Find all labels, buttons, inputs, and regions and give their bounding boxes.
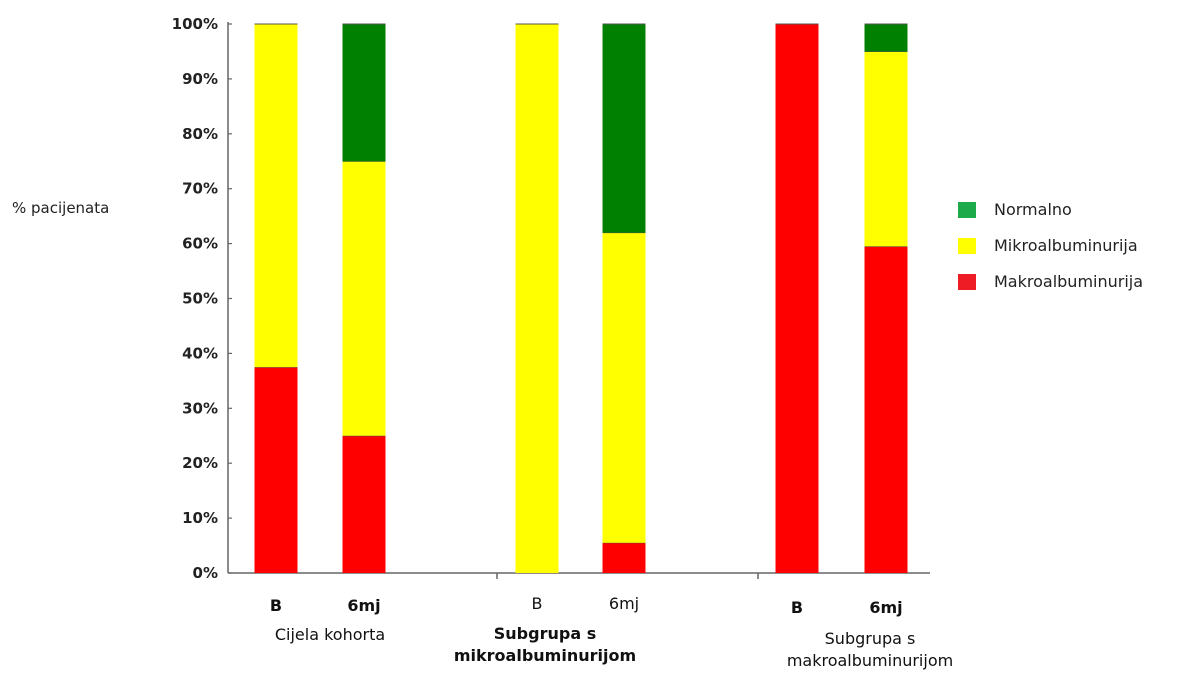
chart-axes xyxy=(227,22,930,579)
legend-label: Mikroalbuminurija xyxy=(994,236,1138,255)
x-category-label: B xyxy=(531,594,543,613)
chart-bars xyxy=(254,23,908,573)
x-group-label: Subgrupa s mikroalbuminurijom xyxy=(445,623,645,667)
bar-segment-normalno xyxy=(342,24,386,162)
bar-segment-makroalbuminurija xyxy=(775,24,819,573)
bar-segment-mikroalbuminurija xyxy=(342,161,386,436)
y-tick-label: 70% xyxy=(182,180,218,198)
y-tick-label: 30% xyxy=(182,399,218,417)
y-tick-label: 0% xyxy=(193,564,218,582)
bar-segment-makroalbuminurija xyxy=(254,367,298,573)
bar-segment-makroalbuminurija xyxy=(342,435,386,573)
bar-segment-normalno xyxy=(602,24,646,233)
x-category-label: 6mj xyxy=(608,594,640,613)
y-tick-label: 10% xyxy=(182,509,218,527)
x-group-label-line: mikroalbuminurijom xyxy=(453,646,637,665)
x-category-label: 6mj xyxy=(347,596,381,615)
x-category-label: B xyxy=(269,596,283,615)
y-axis-label: % pacijenata xyxy=(12,199,110,217)
bar-segment-mikroalbuminurija xyxy=(864,51,908,247)
y-tick-label: 90% xyxy=(182,70,218,88)
legend-swatch xyxy=(958,274,976,290)
y-tick-label: 80% xyxy=(182,125,218,143)
y-tick-label: 20% xyxy=(182,454,218,472)
x-category-label: B xyxy=(790,598,804,617)
bar-segment-mikroalbuminurija xyxy=(602,232,646,543)
y-tick-label: 60% xyxy=(182,235,218,253)
bar-segment-makroalbuminurija xyxy=(602,542,646,573)
x-category-label: 6mj xyxy=(869,598,903,617)
bar-segment-makroalbuminurija xyxy=(864,246,908,573)
y-tick-labels: 0% 10% 20% 30% 40% 50% 60% 70% 80% 90% 100% xyxy=(172,15,218,582)
legend-label: Normalno xyxy=(994,200,1072,219)
x-group-label-line: Subgrupa s xyxy=(824,629,916,648)
x-group-label: Cijela kohorta xyxy=(274,625,386,644)
x-group-label-line: makroalbuminurijom xyxy=(786,651,954,670)
y-tick-label: 40% xyxy=(182,344,218,362)
bar-segment-mikroalbuminurija xyxy=(515,24,559,573)
x-group-label-line: Subgrupa s xyxy=(493,624,597,643)
bar-segment-normalno xyxy=(864,24,908,52)
x-group-label: Subgrupa s makroalbuminurijom xyxy=(755,628,985,672)
legend-label: Makroalbuminurija xyxy=(994,272,1144,291)
bar-segment-mikroalbuminurija xyxy=(254,24,298,368)
y-tick-label: 100% xyxy=(172,15,218,33)
y-tick-label: 50% xyxy=(182,290,218,308)
legend-swatch xyxy=(958,238,976,254)
legend-swatch xyxy=(958,202,976,218)
